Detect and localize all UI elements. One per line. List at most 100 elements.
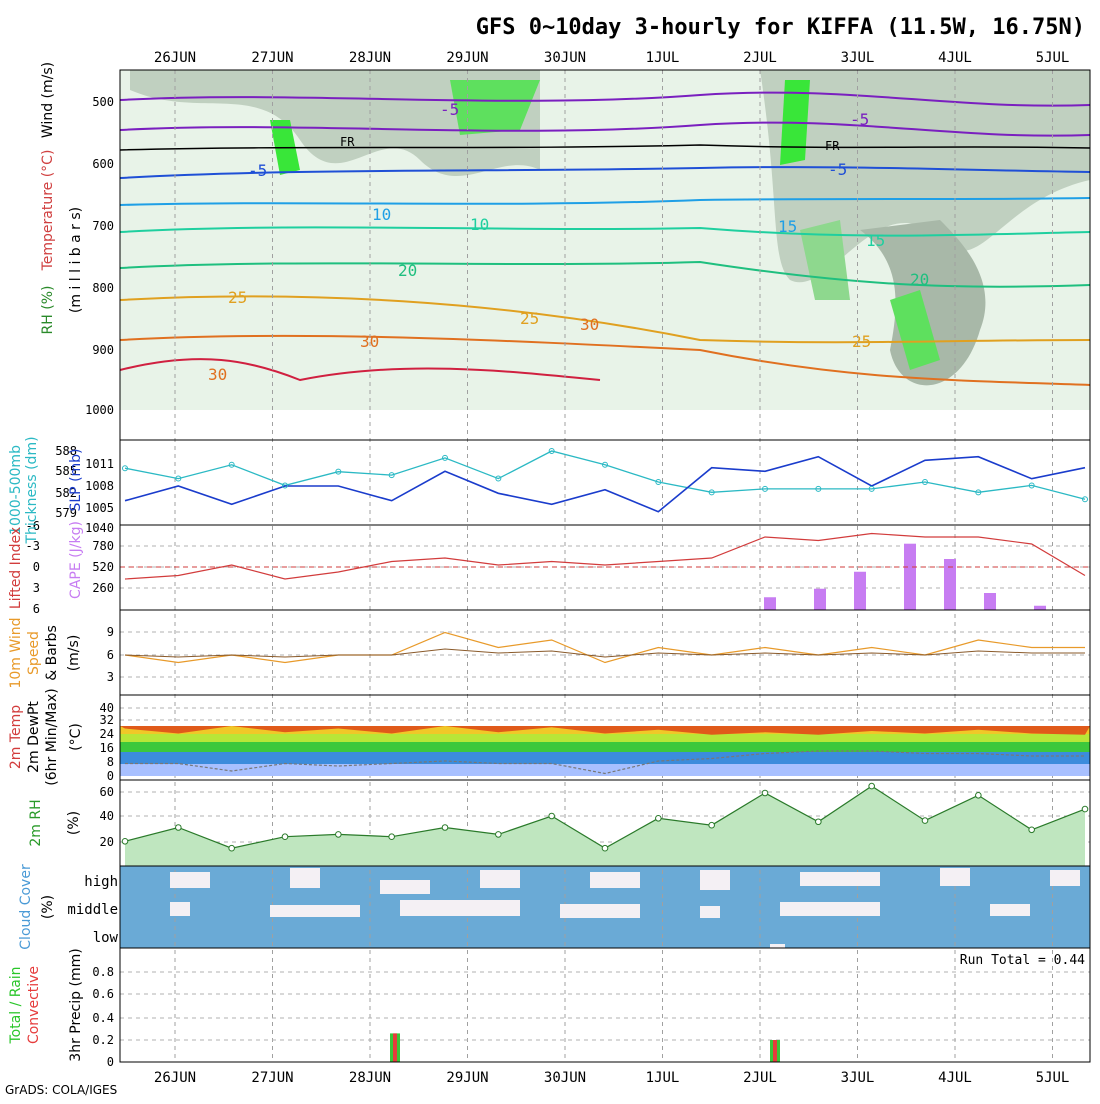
temp-band-24 [120, 734, 1090, 742]
panel-y-label: (%) [40, 895, 56, 919]
cloud-block [590, 872, 640, 888]
contour-label: -5 [828, 160, 847, 179]
rh2m-point [921, 817, 929, 824]
x-label-top: 28JUN [349, 50, 391, 66]
rh2m-points [121, 782, 1089, 852]
y-tick-labels: 5006007008009001000588585582579101110081… [26, 95, 119, 1069]
cape-bars [764, 543, 1046, 610]
run-total: Run Total = 0.44 [960, 953, 1085, 968]
cloud-block [170, 872, 210, 888]
thickness-point [1028, 482, 1035, 489]
x-label-top: 3JUL [841, 50, 875, 66]
y-tick: 0 [33, 560, 40, 574]
rh2m-point [868, 782, 875, 790]
y-tick: 1000 [85, 403, 114, 417]
x-label-top: 26JUN [154, 50, 196, 66]
cloud-block [770, 944, 785, 948]
thickness-point [762, 485, 768, 492]
chart-title: GFS 0~10day 3-hourly for KIFFA (11.5W, 1… [476, 15, 1085, 40]
contour-label: FR [825, 139, 840, 153]
y-tick: 3 [33, 581, 40, 595]
x-label-bottom: 29JUN [446, 1070, 488, 1086]
rh2m-point [121, 838, 129, 845]
x-labels-bottom: 26JUN 27JUN 28JUN 29JUN 30JUN 1JUL 2JUL 3JUL 4JU… [154, 1070, 1069, 1086]
y-tick: 40 [100, 701, 114, 715]
x-label-bottom: 28JUN [349, 1070, 391, 1086]
thickness-point [495, 475, 502, 482]
contour-freezing [119, 144, 1091, 151]
x-label-bottom: 2JUL [743, 1070, 777, 1086]
thickness-point [335, 468, 342, 475]
precip-bars [390, 1033, 780, 1062]
dewpoint-line [125, 750, 1085, 775]
cape-bar [984, 593, 996, 610]
lifted-index-line [124, 532, 1086, 580]
x-label-bottom: 1JUL [646, 1070, 680, 1086]
cloud-block [700, 870, 730, 890]
x-label-bottom: 27JUN [251, 1070, 293, 1086]
panel-y-label: (%) [66, 811, 82, 835]
cape-bar [1034, 605, 1046, 610]
precip-conv-bar [773, 1040, 777, 1062]
slp-line [124, 455, 1086, 513]
contour-10 [119, 197, 1091, 206]
contour-label: 25 [228, 288, 247, 307]
y-tick: 585 [55, 464, 77, 478]
x-label-bottom: 3JUL [841, 1070, 875, 1086]
y-tick: 1011 [85, 457, 114, 471]
thickness-point [548, 448, 555, 454]
y-tick: 588 [55, 444, 77, 458]
cloud-block [560, 904, 640, 918]
credit-label: GrADS: COLA/IGES [5, 1083, 117, 1097]
contour-30 [119, 334, 1091, 386]
temp-band-16 [120, 742, 1090, 752]
sfc-frame [119, 439, 1091, 526]
x-label-bottom: 4JUL [938, 1070, 972, 1086]
y-tick: -3 [26, 539, 40, 553]
cloud-block [800, 872, 880, 886]
y-tick: 579 [55, 506, 77, 520]
thickness-point [922, 479, 928, 485]
cloud-block [940, 868, 970, 886]
cloud-block [400, 900, 520, 916]
rh2m-point [975, 792, 982, 799]
y-tick: 0.6 [92, 987, 114, 1001]
contour-label: 20 [398, 261, 417, 280]
y-tick: 24 [100, 727, 114, 741]
panel-y-label: 2m DewPt [26, 701, 42, 773]
rh2m-point [281, 833, 289, 841]
y-tick: 6 [107, 648, 114, 662]
rh2m-point [601, 844, 609, 852]
rh-region-2 [760, 70, 1090, 283]
x-label-top: 27JUN [251, 50, 293, 66]
thickness-point [602, 461, 608, 468]
rh2m-point [1081, 805, 1089, 813]
cloud-level-label: low [93, 930, 119, 946]
y-tick: 3 [107, 670, 114, 684]
rh2m-point [495, 831, 502, 838]
temp-band-8 [120, 752, 1090, 764]
y-tick: -6 [26, 519, 40, 533]
contour-label: 15 [778, 217, 797, 236]
rh2m-point [708, 821, 715, 829]
contour-label: 30 [360, 332, 379, 351]
cloud-block [290, 868, 320, 888]
panel-y-label: Total / Rain [8, 966, 24, 1044]
y-tick: 1005 [85, 501, 114, 515]
rh2m-point [228, 844, 235, 852]
thickness-point [122, 465, 128, 472]
rh2m-point [815, 818, 822, 826]
panel-y-labels: RH (%) Temperature (°C) Wind (m/s) (m i l l… [8, 62, 84, 1062]
panel-y-label: SLP (mb) [68, 448, 84, 511]
y-tick: 6 [33, 602, 40, 616]
cloud-block [780, 902, 880, 916]
thickness-slp-lines [122, 448, 1088, 513]
contour-label: 20 [910, 270, 929, 289]
cloud-block [480, 870, 520, 888]
y-tick: 800 [92, 281, 114, 295]
temperature-contours [119, 91, 1091, 386]
contour-5 [119, 166, 1091, 179]
y-tick: 32 [100, 713, 114, 727]
panel-y-label: 1000-500mb [8, 445, 24, 535]
